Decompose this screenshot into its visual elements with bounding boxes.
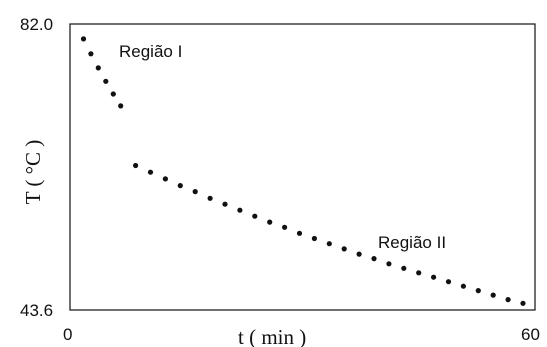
data-point-19 — [326, 241, 332, 247]
x-axis-title: t ( min ) — [238, 325, 306, 347]
data-point-8 — [162, 176, 168, 182]
data-point-6 — [133, 162, 139, 169]
annotation-region-1: Região I — [119, 42, 182, 61]
data-point-22 — [371, 256, 377, 262]
data-point-15 — [267, 219, 273, 225]
data-point-20 — [341, 246, 347, 252]
y-axis-title: T ( °C ) — [21, 140, 45, 205]
y-tick-label-max: 82.0 — [20, 15, 53, 34]
x-tick-label-min: 0 — [63, 325, 72, 344]
data-point-29 — [475, 288, 481, 294]
data-point-0 — [80, 36, 87, 42]
data-point-23 — [386, 261, 392, 267]
data-point-26 — [431, 274, 437, 280]
data-point-18 — [311, 235, 317, 242]
data-point-7 — [147, 169, 154, 175]
data-point-11 — [207, 195, 213, 201]
data-point-1 — [88, 51, 94, 57]
data-point-32 — [520, 300, 526, 306]
data-point-10 — [192, 189, 198, 195]
data-point-16 — [282, 224, 288, 230]
annotation-region-2: Região II — [378, 233, 446, 252]
data-point-5 — [118, 103, 124, 109]
x-tick-label-max: 60 — [521, 325, 540, 344]
data-point-2 — [95, 65, 101, 71]
data-point-9 — [177, 183, 183, 189]
data-point-21 — [356, 251, 362, 257]
data-point-27 — [445, 279, 452, 285]
data-point-12 — [222, 201, 228, 207]
plot-area-frame — [69, 23, 536, 311]
data-point-4 — [110, 91, 116, 97]
data-point-30 — [490, 292, 496, 298]
data-point-24 — [401, 265, 407, 271]
data-point-3 — [103, 78, 109, 84]
data-point-14 — [252, 213, 258, 219]
data-point-13 — [237, 207, 243, 213]
data-points — [80, 36, 526, 306]
y-tick-label-min: 43.6 — [20, 301, 53, 320]
data-point-31 — [505, 297, 511, 303]
data-point-25 — [416, 270, 422, 276]
data-point-28 — [460, 283, 466, 289]
data-point-17 — [296, 230, 303, 236]
